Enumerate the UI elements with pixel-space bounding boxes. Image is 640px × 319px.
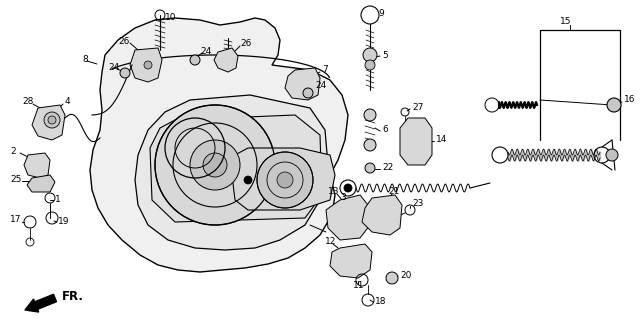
Circle shape [365, 60, 375, 70]
Circle shape [257, 152, 313, 208]
Circle shape [244, 176, 252, 184]
Text: 26: 26 [240, 40, 252, 48]
Text: 1: 1 [55, 196, 61, 204]
Polygon shape [400, 118, 432, 165]
Text: 19: 19 [58, 218, 70, 226]
Circle shape [365, 163, 375, 173]
Circle shape [203, 153, 227, 177]
Text: 22: 22 [382, 164, 393, 173]
Text: 9: 9 [378, 10, 384, 19]
Text: 24: 24 [200, 48, 211, 56]
Polygon shape [32, 105, 65, 140]
Text: 24: 24 [108, 63, 119, 72]
Text: 24: 24 [315, 80, 326, 90]
Text: 7: 7 [322, 65, 328, 75]
Polygon shape [90, 18, 348, 272]
Circle shape [120, 68, 130, 78]
Circle shape [607, 98, 621, 112]
Text: 21: 21 [388, 188, 399, 197]
Polygon shape [214, 48, 238, 72]
Text: 4: 4 [65, 98, 70, 107]
Text: 12: 12 [325, 238, 337, 247]
Polygon shape [27, 175, 55, 192]
Text: 28: 28 [22, 98, 33, 107]
Text: 26: 26 [118, 38, 129, 47]
Text: 17: 17 [10, 216, 22, 225]
Text: FR.: FR. [62, 290, 84, 302]
Circle shape [303, 88, 313, 98]
Circle shape [144, 61, 152, 69]
Text: 3: 3 [340, 194, 346, 203]
Circle shape [386, 272, 398, 284]
Polygon shape [362, 195, 402, 235]
Text: 11: 11 [353, 280, 365, 290]
Text: 10: 10 [165, 13, 177, 23]
Polygon shape [135, 95, 328, 250]
Polygon shape [24, 153, 50, 178]
Polygon shape [285, 68, 320, 100]
Text: 18: 18 [375, 298, 387, 307]
Polygon shape [330, 244, 372, 278]
Circle shape [344, 184, 352, 192]
Circle shape [155, 105, 275, 225]
Circle shape [363, 48, 377, 62]
Text: 14: 14 [436, 136, 447, 145]
Text: 2: 2 [10, 147, 15, 157]
Circle shape [277, 172, 293, 188]
Text: 23: 23 [412, 199, 424, 209]
Text: 15: 15 [560, 18, 572, 26]
Text: 25: 25 [10, 175, 21, 184]
Circle shape [364, 109, 376, 121]
Polygon shape [130, 48, 162, 82]
Text: 5: 5 [382, 50, 388, 60]
Text: 6: 6 [382, 125, 388, 135]
Polygon shape [232, 148, 335, 210]
Circle shape [48, 116, 56, 124]
Circle shape [190, 140, 240, 190]
Polygon shape [326, 195, 370, 240]
Text: 13: 13 [328, 188, 339, 197]
Circle shape [364, 139, 376, 151]
Text: 27: 27 [412, 103, 424, 113]
Circle shape [44, 112, 60, 128]
Text: 20: 20 [400, 271, 412, 279]
FancyArrow shape [25, 294, 56, 312]
Circle shape [606, 149, 618, 161]
Text: 16: 16 [624, 95, 636, 105]
Text: 8: 8 [82, 56, 88, 64]
Polygon shape [150, 115, 322, 222]
Circle shape [190, 55, 200, 65]
